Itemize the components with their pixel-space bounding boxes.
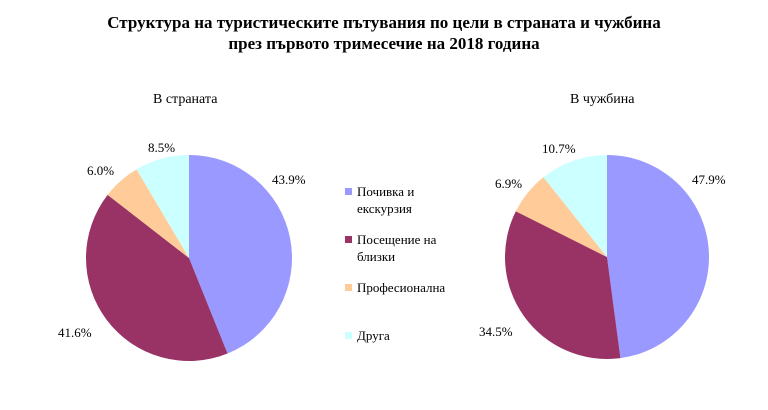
legend: Почивка и екскурзия Посещение на близки … [345,183,472,344]
pie-right-label-2: 6.9% [495,176,523,191]
pie-left-label-3: 8.5% [148,140,176,155]
pie-left-label-2: 6.0% [87,163,115,178]
pie-left [86,155,293,361]
pie-slice [189,155,293,354]
pie-right-label-1: 34.5% [479,324,513,339]
legend-swatch [345,332,352,339]
pie-slice [515,177,607,257]
legend-item-leisure: Почивка и екскурзия [345,183,472,217]
legend-item-other: Друга [345,327,472,344]
pie-left-label-0: 43.9% [272,172,306,187]
pie-left-title: В страната [153,92,218,107]
pie-slice [607,155,709,359]
legend-swatch [345,188,352,195]
chart-title-line2: през първото тримесечие на 2018 година [228,34,540,53]
legend-item-visiting: Посещение на близки [345,231,472,265]
pie-left-label-1: 41.6% [58,325,92,340]
legend-item-professional: Професионална [345,279,472,296]
chart-title: Структура на туристическите пътувания по… [0,12,768,54]
pie-slice [136,155,189,258]
pie-right [505,155,709,359]
pie-slice [86,194,228,361]
pie-right-label-3: 10.7% [542,141,576,156]
pie-slice [543,155,607,257]
legend-swatch [345,284,352,291]
chart-title-line1: Структура на туристическите пътувания по… [107,13,661,32]
pie-right-label-0: 47.9% [692,172,726,187]
legend-swatch [345,236,352,243]
pie-slice [107,169,189,258]
pie-right-title: В чужбина [570,92,635,107]
pie-slice [505,211,621,359]
